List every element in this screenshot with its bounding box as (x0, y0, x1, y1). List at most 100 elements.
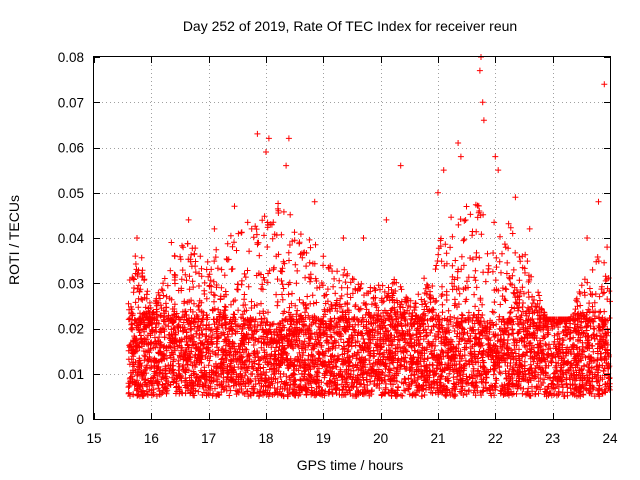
data-point (279, 385, 286, 392)
data-point (274, 298, 281, 305)
data-point (415, 291, 422, 298)
data-point (437, 237, 444, 244)
data-point (521, 290, 527, 297)
data-point (476, 254, 483, 261)
data-point (599, 290, 606, 297)
data-point (254, 302, 260, 308)
data-point (191, 250, 198, 257)
data-point (467, 255, 474, 261)
data-point (211, 298, 217, 305)
data-point (480, 269, 487, 276)
data-point (175, 367, 182, 374)
data-point (146, 299, 153, 306)
data-point (399, 392, 406, 399)
data-point (573, 297, 580, 304)
data-point (178, 276, 185, 283)
data-point (270, 266, 277, 273)
data-point (490, 309, 497, 316)
data-point (548, 359, 555, 366)
data-point (209, 341, 216, 348)
data-point (467, 211, 474, 218)
data-point (171, 325, 178, 332)
data-point (325, 389, 332, 395)
data-point (191, 300, 197, 307)
data-point (384, 313, 391, 319)
data-point (398, 286, 405, 293)
data-point (135, 282, 142, 289)
data-point (218, 266, 225, 273)
data-point (208, 266, 215, 273)
data-point (577, 302, 584, 309)
data-point (589, 266, 596, 273)
data-point (519, 284, 526, 291)
data-point (160, 318, 167, 324)
data-point (316, 284, 323, 291)
data-point (472, 277, 479, 284)
data-point (534, 384, 541, 391)
data-point (419, 393, 425, 400)
data-point (144, 349, 151, 356)
data-point (213, 246, 220, 253)
data-point (280, 285, 287, 292)
data-point (501, 241, 508, 248)
data-point (484, 250, 491, 257)
data-point (332, 290, 339, 297)
data-point (186, 273, 193, 280)
data-point (266, 267, 273, 274)
data-point (531, 373, 538, 380)
data-point (241, 291, 248, 298)
data-point (350, 367, 357, 374)
data-point (527, 361, 534, 368)
data-point (458, 329, 465, 336)
data-point (188, 251, 195, 258)
data-point (275, 207, 282, 214)
data-point (250, 234, 257, 241)
data-point (234, 328, 241, 335)
data-point (283, 373, 290, 380)
data-point (218, 284, 225, 291)
data-point (509, 326, 516, 333)
data-point (342, 301, 349, 307)
data-point (405, 375, 412, 382)
data-point (253, 231, 260, 238)
data-point (392, 389, 399, 396)
data-point (487, 337, 494, 344)
data-point (561, 393, 567, 400)
data-point (469, 256, 476, 263)
data-point (285, 281, 292, 288)
data-point (396, 337, 403, 344)
data-point (433, 262, 440, 269)
data-point (600, 368, 607, 375)
data-point (491, 219, 498, 226)
data-point (321, 292, 328, 299)
data-point (578, 282, 585, 289)
data-point (499, 250, 505, 257)
data-point (306, 236, 313, 243)
data-point (278, 277, 285, 284)
data-point (424, 281, 430, 288)
data-point (586, 353, 593, 360)
data-point (491, 299, 498, 306)
data-point (341, 266, 348, 273)
data-point (252, 337, 259, 344)
data-point (501, 321, 508, 328)
data-point (522, 251, 529, 258)
data-point (412, 347, 419, 354)
data-point (125, 384, 132, 391)
data-point (233, 387, 239, 394)
data-point (469, 228, 476, 235)
data-point (297, 231, 304, 238)
data-point (280, 208, 287, 215)
data-point (289, 290, 295, 297)
data-point (491, 333, 498, 340)
data-point (135, 304, 142, 311)
data-point (243, 307, 250, 314)
data-point (139, 296, 146, 303)
data-point (368, 301, 375, 308)
data-point (465, 309, 472, 316)
data-point (244, 267, 251, 274)
data-point (510, 266, 517, 273)
data-point (167, 267, 174, 274)
data-point (452, 257, 459, 264)
data-point (394, 299, 401, 306)
